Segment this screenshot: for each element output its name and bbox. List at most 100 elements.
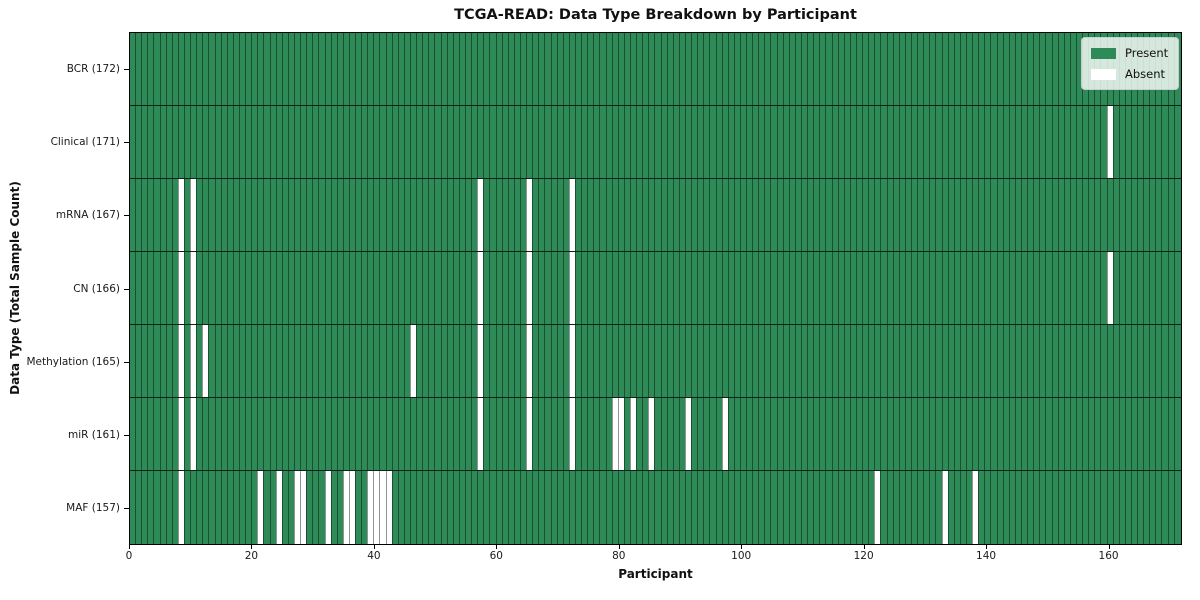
cell [428, 106, 435, 178]
cell [801, 325, 808, 397]
cell [507, 33, 514, 105]
cell [183, 471, 191, 544]
cell [538, 179, 545, 251]
cell [758, 106, 765, 178]
cell [532, 106, 539, 178]
cell [367, 471, 374, 544]
cell [281, 398, 288, 470]
cell [678, 325, 685, 397]
cell [141, 325, 148, 397]
cell [544, 179, 551, 251]
cell [1063, 325, 1070, 397]
cell [813, 471, 820, 544]
cell [275, 33, 282, 105]
cell [1045, 106, 1052, 178]
cell [605, 252, 612, 324]
cell [978, 179, 985, 251]
cell [238, 398, 246, 470]
cell [947, 33, 954, 105]
cell [336, 179, 343, 251]
cell [452, 106, 459, 178]
cell [306, 33, 313, 105]
cell [1045, 398, 1052, 470]
cell [538, 106, 545, 178]
cell [1002, 252, 1009, 324]
x-tick-label: 0 [125, 550, 133, 562]
cell [599, 398, 606, 470]
cell [348, 179, 356, 251]
cell [1161, 252, 1168, 324]
cell [416, 252, 423, 324]
cell [361, 471, 368, 544]
cell [1106, 325, 1113, 397]
cell [1008, 398, 1015, 470]
cell [532, 252, 539, 324]
cell [214, 179, 221, 251]
cell [495, 325, 502, 397]
cell [1149, 179, 1156, 251]
cell [660, 106, 667, 178]
cell [752, 106, 759, 178]
cell [440, 325, 447, 397]
cell [727, 325, 734, 397]
cell [489, 471, 496, 544]
cell [263, 398, 270, 470]
cell [825, 252, 832, 324]
cell [1173, 398, 1180, 470]
cell [642, 252, 649, 324]
cell [758, 33, 765, 105]
cell [458, 325, 466, 397]
cell [245, 325, 252, 397]
cell [678, 252, 685, 324]
cell [293, 252, 301, 324]
cell [923, 471, 930, 544]
cell [788, 106, 795, 178]
cell [526, 471, 533, 544]
cell [721, 252, 728, 324]
cell [471, 106, 478, 178]
cell [1014, 252, 1021, 324]
cell [190, 252, 197, 324]
cell [1094, 471, 1101, 544]
cell [1020, 106, 1028, 178]
cell [287, 33, 294, 105]
cell [1051, 325, 1058, 397]
cell [911, 33, 918, 105]
cell [898, 252, 905, 324]
cell [477, 252, 484, 324]
cell [318, 33, 325, 105]
cell [941, 398, 948, 470]
cell [574, 325, 582, 397]
cell [941, 471, 948, 544]
cell [801, 252, 808, 324]
cell [1130, 398, 1138, 470]
cell [733, 398, 740, 470]
cell [605, 398, 612, 470]
cell [984, 398, 991, 470]
cell [147, 179, 154, 251]
x-tick-mark [373, 545, 375, 549]
cell [715, 252, 722, 324]
cell [342, 252, 349, 324]
cell [306, 325, 313, 397]
cell [220, 398, 227, 470]
cell [1124, 179, 1131, 251]
cell [324, 325, 331, 397]
cell [177, 106, 184, 178]
cell [1161, 179, 1168, 251]
cell [147, 398, 154, 470]
cell [923, 106, 930, 178]
cell [452, 398, 459, 470]
cell [782, 471, 789, 544]
cell [532, 398, 539, 470]
cell [599, 252, 606, 324]
cell [788, 252, 795, 324]
cell [440, 471, 447, 544]
cell [697, 325, 704, 397]
cell [287, 325, 294, 397]
cell [312, 471, 319, 544]
cell [752, 252, 759, 324]
cell [171, 179, 178, 251]
cell [776, 106, 783, 178]
cell [281, 325, 288, 397]
